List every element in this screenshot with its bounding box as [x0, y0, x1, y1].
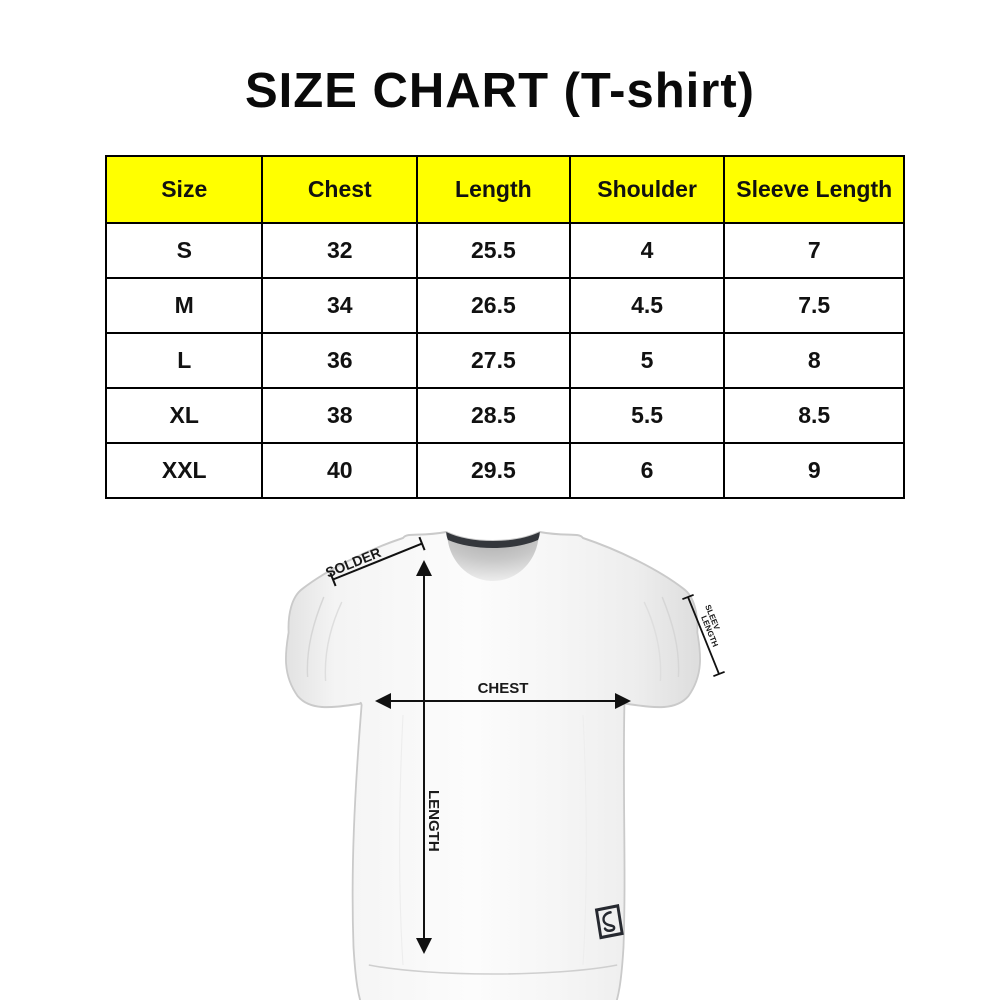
- svg-text:LENGTH: LENGTH: [425, 790, 442, 852]
- svg-text:CHEST: CHEST: [478, 680, 529, 697]
- svg-text:SOLDER: SOLDER: [323, 544, 383, 581]
